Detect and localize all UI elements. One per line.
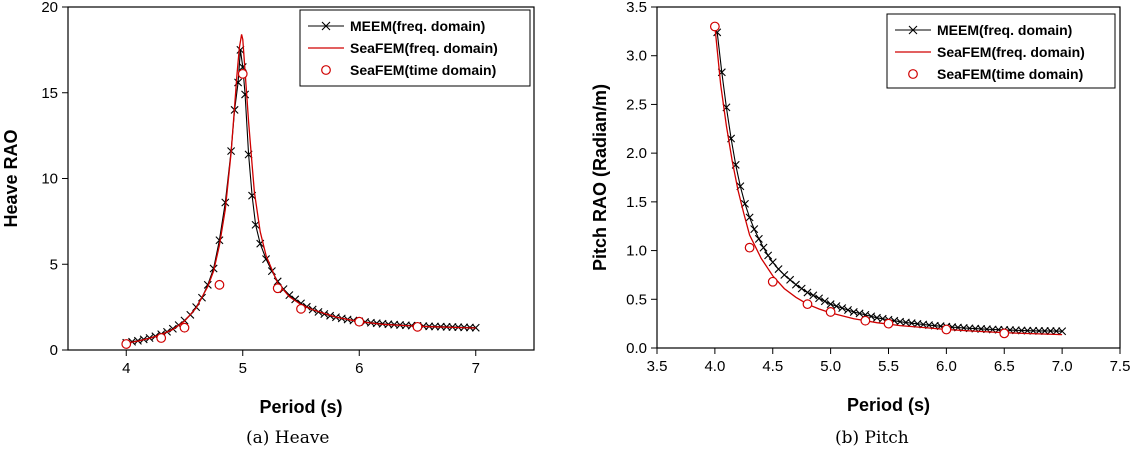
y-tick-label: 0 (50, 342, 58, 359)
meem-point (768, 258, 777, 267)
seafem-time-point (709, 21, 720, 32)
seafem-time-point (296, 303, 306, 314)
seafem-time-point (744, 242, 755, 253)
y-tick-label: 2.5 (626, 96, 647, 113)
seafem-time-point (999, 328, 1010, 339)
x-tick-label: 3.5 (647, 358, 668, 375)
y-tick-label: 3.0 (626, 48, 647, 65)
seafem-time-point (156, 333, 167, 343)
legend-label: MEEM(freq. domain) (937, 22, 1072, 38)
y-tick-label: 1.5 (626, 194, 647, 211)
x-tick-label: 4.0 (704, 358, 725, 375)
x-tick-label: 5.5 (878, 358, 899, 375)
meem-point (251, 220, 260, 229)
legend-marker-circle (908, 69, 918, 79)
y-tick-label: 2.0 (626, 145, 647, 162)
meem-point (759, 243, 768, 252)
y-tick-label: 5 (50, 256, 58, 273)
caption-pitch: (b) Pitch (835, 428, 909, 448)
meem-point (826, 300, 835, 309)
x-tick-label: 7.5 (1110, 358, 1131, 375)
meem-point (1052, 327, 1061, 336)
seafem-time-point (825, 307, 836, 317)
meem-point (855, 309, 864, 318)
x-tick-label: 6.5 (994, 358, 1015, 375)
series-seafem-freq-line (714, 26, 1063, 336)
legend: MEEM(freq. domain) SeaFEM(freq. domain) Se… (299, 9, 531, 87)
legend: MEEM(freq. domain) SeaFEM(freq. domain) Se… (886, 13, 1116, 89)
meem-point (786, 275, 795, 284)
legend-marker-circle (321, 65, 331, 75)
meem-point (1058, 327, 1067, 336)
meem-point (780, 270, 789, 279)
x-tick-label: 7.0 (1052, 358, 1073, 375)
meem-point (843, 306, 852, 314)
x-tick-label: 6 (355, 360, 363, 377)
x-axis-title: Period (s) (259, 397, 342, 417)
seafem-time-point (272, 283, 283, 294)
x-axis-title: Period (s) (847, 395, 930, 415)
meem-point (750, 225, 759, 234)
seafem-time-point (860, 315, 871, 326)
seafem-time-point (412, 321, 423, 332)
seafem-time-point (237, 68, 248, 79)
seafem-time-point (767, 276, 778, 287)
meem-point (1046, 327, 1055, 336)
meem-point (849, 307, 858, 316)
seafem-time-point (883, 318, 894, 329)
meem-point (221, 198, 230, 207)
y-tick-label: 10 (41, 171, 58, 188)
series-seafem-freq-line (126, 34, 476, 344)
seafem-time-point (121, 339, 132, 349)
legend-label: SeaFEM(time domain) (350, 62, 496, 78)
x-tick-label: 4.5 (762, 358, 783, 375)
seafem-time-point (802, 299, 813, 310)
seafem-time-point (354, 316, 365, 327)
heave-chart: 4 5 6 7 0 5 10 15 20 Period (s) Heave RAO MEEM(freq… (1, 0, 535, 417)
meem-point (797, 284, 806, 293)
meem-point (754, 234, 763, 243)
x-tick-label: 5 (239, 360, 247, 377)
x-tick-label: 7 (472, 360, 480, 377)
y-tick-label: 20 (41, 0, 58, 16)
caption-heave: (a) Heave (246, 428, 330, 448)
meem-point (838, 304, 847, 313)
legend-label: SeaFEM(freq. domain) (937, 44, 1085, 60)
x-tick-label: 5.0 (820, 358, 841, 375)
seafem-time-point (179, 322, 190, 333)
meem-point (764, 251, 773, 260)
meem-point (809, 291, 818, 300)
meem-point (803, 288, 812, 297)
meem-point (791, 280, 800, 289)
pitch-chart: 3.5 4.0 4.5 5.0 5.5 6.0 6.5 7.0 7.5 0.0 0.5 1.0 1.5 2… (590, 0, 1130, 415)
legend-label: SeaFEM(freq. domain) (350, 40, 498, 56)
y-tick-label: 3.5 (626, 0, 647, 16)
meem-point (215, 236, 224, 245)
y-tick-label: 0.5 (626, 291, 647, 308)
series-meem-line (126, 49, 476, 344)
y-tick-label: 15 (41, 85, 58, 102)
meem-point (815, 294, 824, 303)
y-axis-title: Pitch RAO (Radian/m) (590, 84, 610, 271)
legend-box (886, 13, 1116, 89)
x-tick-label: 4 (122, 360, 130, 377)
legend-label: MEEM(freq. domain) (350, 18, 485, 34)
x-tick-label: 6.0 (936, 358, 957, 375)
meem-point (285, 291, 294, 300)
seafem-time-point (941, 324, 952, 335)
legend-marker-x (908, 25, 918, 35)
legend-label: SeaFEM(time domain) (937, 66, 1083, 82)
seafem-time-point (214, 279, 225, 290)
legend-marker-x (321, 21, 331, 31)
meem-point (1040, 326, 1049, 335)
y-axis-title: Heave RAO (1, 129, 21, 227)
meem-point (820, 297, 829, 306)
y-tick-label: 0.0 (626, 340, 647, 357)
y-tick-label: 1.0 (626, 243, 647, 260)
meem-point (745, 213, 754, 222)
